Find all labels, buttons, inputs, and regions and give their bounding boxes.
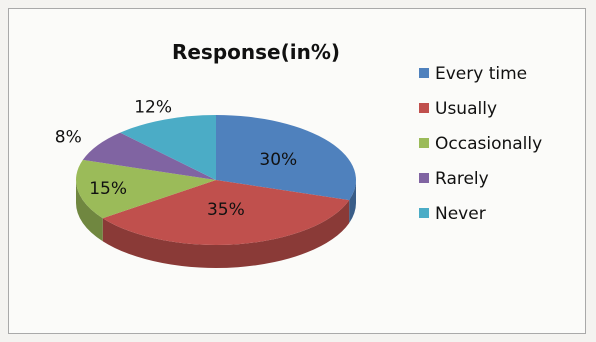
chart-title: Response(in%) (172, 40, 340, 64)
legend-label-rarely: Rarely (435, 169, 489, 189)
pie-slice-every-time (216, 115, 356, 201)
pie-side-usually (102, 200, 350, 268)
data-label-never: 12% (134, 97, 172, 117)
pie-slice-rarely (82, 132, 217, 180)
pie-side-every-time (349, 180, 356, 224)
legend-label-never: Never (435, 204, 486, 224)
data-label-every-time: 30% (259, 150, 297, 170)
legend-label-every-time: Every time (435, 64, 527, 84)
pie-slice-occasionally (76, 159, 216, 219)
legend-swatch-occasionally (419, 138, 429, 148)
pie-slice-never (120, 115, 216, 180)
legend-label-usually: Usually (435, 99, 497, 119)
legend-swatch-rarely (419, 173, 429, 183)
pie-slice-usually (102, 180, 350, 245)
legend-swatch-never (419, 208, 429, 218)
legend-swatch-every-time (419, 68, 429, 78)
pie-chart: Response(in%) 30% 35% 15% 8% 12% Every time U… (55, 40, 542, 268)
legend-swatch-usually (419, 103, 429, 113)
legend-label-occasionally: Occasionally (435, 134, 542, 154)
pie-sides (76, 180, 356, 268)
legend: Every time Usually Occasionally Rarely Never (419, 64, 542, 224)
data-label-rarely: 8% (55, 127, 82, 147)
pie-side-occasionally (76, 180, 103, 242)
pie-labels: 30% 35% 15% 8% 12% (55, 97, 297, 220)
data-label-occasionally: 15% (89, 179, 127, 199)
pie-top (76, 115, 356, 245)
data-label-usually: 35% (207, 200, 245, 220)
chart-frame: Response(in%) 30% 35% 15% 8% 12% Every time U… (8, 8, 586, 334)
